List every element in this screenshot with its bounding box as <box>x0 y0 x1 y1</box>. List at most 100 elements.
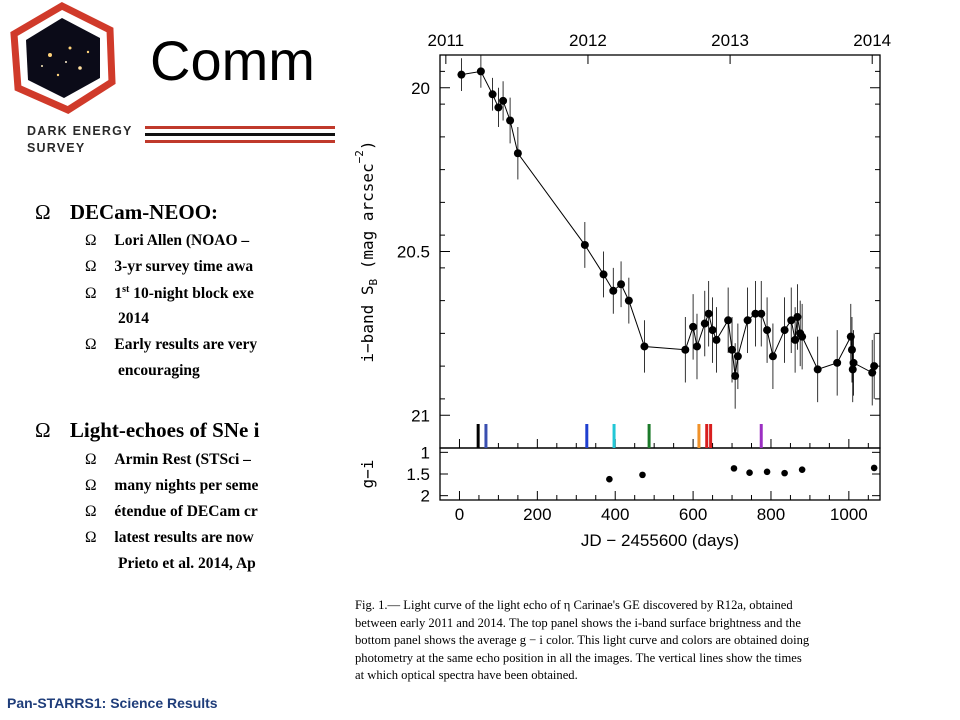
color-data-point <box>763 468 771 476</box>
sub-bullet-text: 3-yr survey time awa <box>114 258 254 275</box>
sub-bullet: Ω étendue of DECam cr <box>85 503 258 521</box>
data-point <box>731 371 740 380</box>
y-axis-label: i−band SB (mag arcsec−2) <box>353 140 380 362</box>
bullet-marker: Ω <box>85 258 97 275</box>
top-axis-tick-label: 2013 <box>711 31 749 50</box>
data-point <box>476 67 485 76</box>
data-point <box>870 362 879 371</box>
sub-bullet: Ω many nights per seme <box>85 477 258 495</box>
bullet-text: Light-echoes of SNe i <box>69 418 260 442</box>
top-axis-tick-label: 2011 <box>428 31 465 50</box>
color-data-point <box>730 465 738 472</box>
sub-bullet-superscript: st <box>122 284 130 295</box>
data-point <box>833 358 842 367</box>
logo-text-line: DARK ENERGY <box>27 124 133 138</box>
des-logo-text: DARK ENERGY SURVEY <box>27 123 133 157</box>
data-point <box>689 322 698 331</box>
sub-bullet-text: Lori Allen (NOAO – <box>114 232 250 249</box>
bullet-marker: Ω <box>85 285 97 303</box>
caption-line: bottom panel shows the average g − i col… <box>355 633 810 647</box>
data-point <box>787 316 796 325</box>
sub-bullet-text: latest results are now <box>114 529 254 546</box>
x-axis-label: JD − 2455600 (days) <box>581 531 739 550</box>
light-curve-chart: 2011 2012 2013 2014 0 200 400 600 800 1000 JD − 24… <box>353 31 891 550</box>
color-data-point <box>639 471 646 479</box>
data-point <box>681 345 690 354</box>
x-tick-label: 200 <box>523 505 551 524</box>
top-axis-tick-label: 2014 <box>853 31 891 50</box>
x-tick-label: 800 <box>757 505 785 524</box>
data-point <box>580 240 589 249</box>
title-rule-black <box>145 133 345 136</box>
sub-bullet: Ω latest results are now <box>85 529 254 547</box>
y-tick-label: 20.5 <box>397 243 430 262</box>
bullet-marker: Ω <box>85 503 97 520</box>
data-point <box>751 309 760 318</box>
bullet-text: DECam-NEOO: <box>69 200 219 224</box>
x-tick-label: 600 <box>679 505 707 524</box>
bullet-marker: Ω <box>85 477 97 494</box>
y-axis-label-part: −2 <box>353 150 366 163</box>
bullet-marker: Ω <box>85 451 97 468</box>
data-point <box>768 352 777 361</box>
data-point <box>724 316 733 325</box>
data-point <box>793 313 802 321</box>
footer-text: Pan-STARRS1: Science Results <box>7 695 218 711</box>
color-data-point <box>746 469 753 477</box>
data-point <box>700 319 709 328</box>
top-axis-tick-label: 2012 <box>569 31 607 50</box>
sub-bullet-text: Armin Rest (STSci – <box>114 451 251 468</box>
data-point <box>757 309 766 318</box>
caption-line: photometry at the same echo position in … <box>355 650 802 665</box>
data-point <box>780 326 789 335</box>
des-logo: DARK ENERGY SURVEY <box>0 0 150 170</box>
bottom-y-tick-label: 1 <box>421 443 430 462</box>
y-tick-label: 20 <box>411 79 430 98</box>
data-point <box>763 326 772 335</box>
color-data-point <box>606 475 613 483</box>
data-point <box>506 116 515 125</box>
data-point <box>849 358 858 367</box>
figure-caption: Fig. 1.— Light curve of the light echo o… <box>355 597 935 685</box>
y-axis-label-part: ) <box>358 140 377 150</box>
data-point <box>704 309 713 318</box>
x-tick-label: 400 <box>601 505 629 524</box>
sub-bullet: Ω 3-yr survey time awa <box>85 258 253 276</box>
data-point <box>847 345 856 354</box>
bullet-marker: Ω <box>35 200 51 224</box>
data-point <box>599 270 608 279</box>
sub-bullet: Ω Lori Allen (NOAO – <box>85 232 249 250</box>
x-tick-label: 1000 <box>830 505 868 524</box>
data-point <box>494 103 503 112</box>
data-point <box>798 332 807 341</box>
color-data-point <box>870 464 878 472</box>
sub-bullet: Ω 1st 10-night block exe <box>85 284 254 303</box>
sub-bullet-text: many nights per seme <box>114 477 259 494</box>
data-point <box>457 70 466 79</box>
logo-text-line: SURVEY <box>27 141 86 155</box>
y-axis-label-part: (mag arcsec <box>358 163 377 279</box>
caption-line: between early 2011 and 2014. The top pan… <box>355 615 801 630</box>
bottom-panel-frame <box>439 447 881 501</box>
data-point <box>624 296 633 305</box>
data-point <box>499 96 508 105</box>
sub-bullet: Ω Armin Rest (STSci – <box>85 451 251 469</box>
y-axis-label-part: i−band S <box>358 286 377 363</box>
title-rule-red <box>145 140 345 143</box>
data-point <box>692 342 701 351</box>
sub-bullet-continuation: encouraging <box>118 362 200 379</box>
x-tick-label: 0 <box>455 505 464 524</box>
bullet-marker: Ω <box>85 336 97 353</box>
des-logo-hexagon <box>10 2 116 114</box>
bullet-marker: Ω <box>85 529 97 546</box>
y-axis-label-part: B <box>367 279 380 286</box>
bullet-marker: Ω <box>85 232 97 249</box>
data-point <box>728 345 737 354</box>
data-point <box>617 280 626 289</box>
data-point <box>712 335 721 344</box>
bullet-item: Ω Light-echoes of SNe i <box>35 418 259 443</box>
data-point <box>848 365 857 374</box>
sub-bullet-continuation: Prieto et al. 2014, Ap <box>118 555 256 572</box>
data-point <box>708 326 717 335</box>
bullet-marker: Ω <box>35 418 51 442</box>
